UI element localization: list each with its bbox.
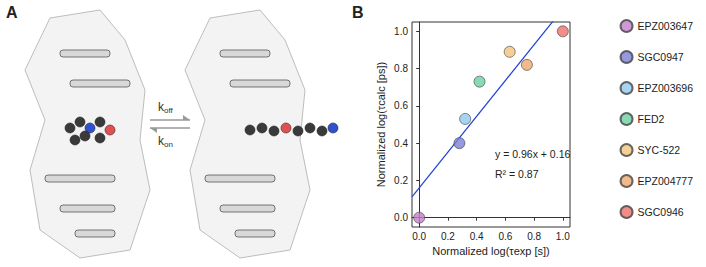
svg-text:1.0: 1.0 <box>394 26 408 37</box>
svg-text:A: A <box>6 4 18 21</box>
svg-text:EPZ003647: EPZ003647 <box>638 20 694 32</box>
svg-text:on: on <box>164 140 173 149</box>
svg-text:0.2: 0.2 <box>394 175 408 186</box>
svg-text:EPZ003696: EPZ003696 <box>638 82 694 94</box>
svg-text:k: k <box>158 100 164 114</box>
svg-text:SGC0947: SGC0947 <box>638 51 684 63</box>
svg-text:0.8: 0.8 <box>527 231 541 242</box>
svg-text:FED2: FED2 <box>638 113 665 125</box>
svg-text:0.4: 0.4 <box>394 138 408 149</box>
svg-text:0.0: 0.0 <box>394 212 408 223</box>
svg-text:Normalized log(τcalc [ps]): Normalized log(τcalc [ps]) <box>375 62 387 187</box>
svg-text:0.6: 0.6 <box>394 100 408 111</box>
svg-text:0.8: 0.8 <box>394 63 408 74</box>
svg-text:0.4: 0.4 <box>470 231 484 242</box>
svg-text:B: B <box>352 4 364 21</box>
svg-text:R² = 0.87: R² = 0.87 <box>495 168 539 180</box>
svg-text:off: off <box>164 106 174 115</box>
svg-text:0.2: 0.2 <box>441 231 455 242</box>
svg-text:SGC0946: SGC0946 <box>638 206 684 218</box>
svg-text:0.0: 0.0 <box>412 231 426 242</box>
svg-text:Normalized log(τexp [s]): Normalized log(τexp [s]) <box>432 245 549 257</box>
svg-text:y = 0.96x + 0.16: y = 0.96x + 0.16 <box>495 148 570 160</box>
svg-text:k: k <box>158 134 164 148</box>
svg-text:SYC-522: SYC-522 <box>638 144 681 156</box>
svg-text:1.0: 1.0 <box>556 231 570 242</box>
svg-text:EPZ004777: EPZ004777 <box>638 175 694 187</box>
svg-text:0.6: 0.6 <box>498 231 512 242</box>
